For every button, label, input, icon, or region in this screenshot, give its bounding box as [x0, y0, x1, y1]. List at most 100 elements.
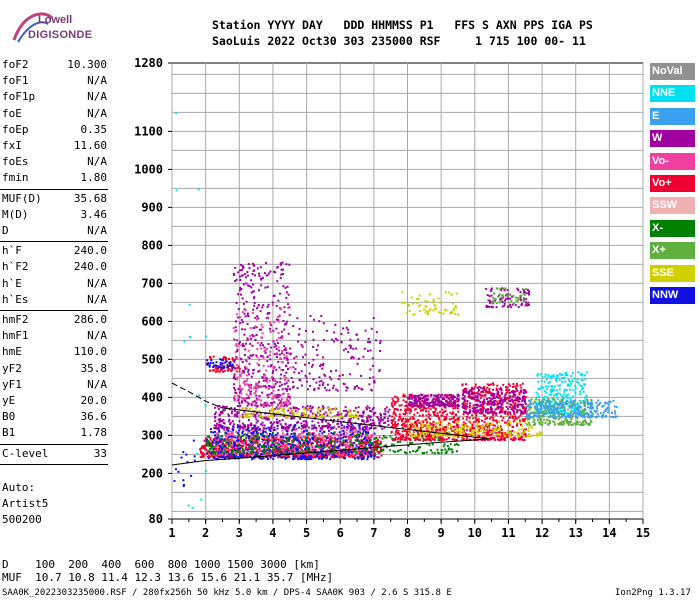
echo-point — [263, 424, 266, 427]
echo-point — [325, 389, 328, 392]
echo-point — [278, 446, 281, 449]
echo-point — [235, 413, 238, 416]
echo-point — [451, 429, 454, 432]
echo-point — [379, 350, 382, 352]
echo-point — [506, 419, 509, 422]
echo-point — [515, 408, 518, 411]
echo-point — [484, 394, 487, 397]
echo-point — [292, 385, 295, 388]
echo-point — [484, 390, 487, 393]
echo-point — [207, 443, 209, 446]
echo-point — [507, 397, 510, 400]
echo-point — [441, 404, 444, 407]
echo-point — [361, 444, 364, 447]
echo-point — [371, 422, 374, 425]
echo-point — [325, 456, 328, 459]
echo-point — [238, 275, 241, 278]
echo-point — [489, 406, 492, 409]
echo-point — [306, 456, 309, 459]
echo-point — [226, 455, 229, 458]
echo-point — [375, 444, 378, 447]
echo-point — [261, 276, 264, 279]
echo-point — [277, 346, 280, 349]
echo-point — [498, 388, 501, 391]
echo-point — [266, 454, 269, 457]
echo-point — [339, 437, 342, 440]
echo-point — [361, 452, 364, 454]
echo-point — [393, 425, 396, 428]
echo-point — [257, 446, 260, 449]
echo-point — [256, 315, 259, 318]
echo-point — [250, 429, 253, 432]
echo-point — [233, 423, 235, 426]
echo-point — [514, 396, 517, 399]
echo-point — [351, 432, 354, 435]
echo-point — [453, 428, 456, 431]
echo-point — [386, 420, 389, 422]
echo-point — [409, 394, 412, 397]
echo-point — [300, 384, 303, 387]
echo-point — [503, 439, 506, 441]
echo-point — [349, 442, 352, 445]
echo-point — [216, 441, 218, 444]
echo-point — [330, 411, 333, 414]
echo-point — [330, 370, 332, 373]
echo-point — [268, 418, 270, 421]
echo-point — [523, 428, 526, 431]
echo-point — [409, 404, 412, 407]
echo-point — [249, 342, 252, 345]
echo-point — [373, 379, 376, 382]
echo-point — [398, 404, 401, 407]
echo-point — [514, 415, 517, 418]
echo-point — [239, 286, 242, 289]
echo-point — [405, 424, 408, 427]
echo-point — [284, 387, 287, 390]
echo-point — [425, 451, 428, 454]
echo-point — [504, 412, 506, 415]
echo-point — [295, 412, 298, 415]
echo-point — [357, 406, 360, 409]
echo-point — [496, 392, 499, 395]
echo-point — [253, 435, 256, 438]
echo-point — [387, 423, 390, 426]
echo-point — [491, 411, 494, 414]
echo-point — [235, 313, 238, 316]
echo-point — [233, 394, 236, 397]
echo-point — [305, 450, 308, 453]
echo-point — [521, 400, 524, 402]
echo-point — [214, 442, 217, 445]
echo-point — [253, 264, 256, 267]
echo-point — [283, 353, 285, 356]
echo-point — [269, 324, 272, 327]
echo-point — [373, 381, 376, 384]
echo-point — [306, 408, 309, 411]
echo-point — [488, 423, 491, 426]
echo-point — [359, 451, 362, 453]
echo-point — [367, 453, 370, 456]
echo-point — [284, 349, 287, 352]
echo-point — [211, 440, 214, 443]
echo-point — [324, 439, 327, 442]
echo-point — [382, 418, 385, 421]
echo-point — [413, 413, 416, 416]
echo-point — [253, 447, 256, 449]
echo-point — [404, 425, 406, 428]
echo-point — [341, 374, 344, 376]
echo-point — [352, 347, 355, 350]
echo-point — [421, 414, 424, 417]
echo-point — [285, 416, 288, 419]
echo-point — [314, 440, 317, 443]
echo-point — [452, 412, 455, 415]
echo-point — [287, 456, 290, 459]
echo-point — [509, 413, 512, 416]
echo-point — [318, 380, 321, 383]
echo-point — [453, 438, 455, 441]
echo-point — [262, 404, 265, 407]
echo-point — [416, 431, 419, 434]
echo-point — [322, 417, 325, 419]
echo-point — [222, 427, 225, 430]
echo-point — [376, 456, 379, 459]
echo-point — [233, 361, 236, 363]
echo-point — [464, 411, 466, 414]
echo-point — [244, 400, 247, 403]
